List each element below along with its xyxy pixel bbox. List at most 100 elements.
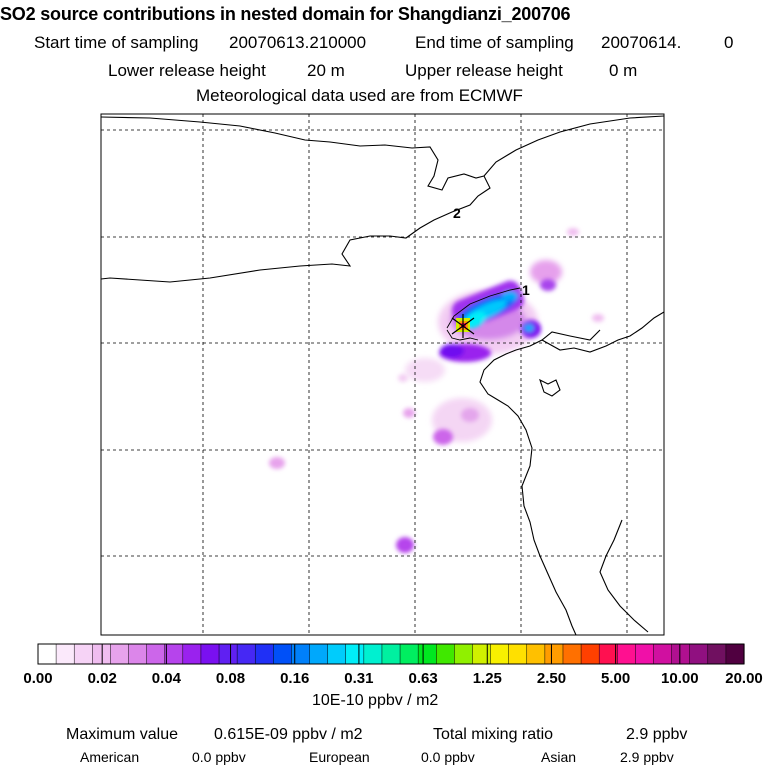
colorbar-tick-label: 0.02 xyxy=(87,670,117,687)
blob-northeast xyxy=(567,228,579,236)
coastline-islet xyxy=(539,378,561,397)
colorbar-tick-label: 0.04 xyxy=(151,670,181,687)
colorbar-cell xyxy=(255,644,274,664)
colorbar-tick-label: 0.63 xyxy=(408,670,438,687)
lower-release-value: 20 m xyxy=(307,61,345,80)
colorbar-cell xyxy=(689,644,709,664)
colorbar-cell xyxy=(707,644,727,664)
meteorological-note: Meteorological data used are from ECMWF xyxy=(196,86,523,105)
end-time-suffix: 0 xyxy=(724,33,734,52)
end-time-value: 20070614. xyxy=(601,33,682,52)
colorbar-tick-label: 1.25 xyxy=(472,670,502,687)
colorbar-cell xyxy=(418,644,437,664)
contour-1-tail xyxy=(446,329,479,341)
colorbar-cell xyxy=(400,644,419,664)
coastline-north xyxy=(101,116,491,283)
lat-lon-grid xyxy=(101,114,664,635)
colorbar-cell xyxy=(345,644,365,664)
colorbar-tick-label: 0.08 xyxy=(215,670,246,687)
blob-south-1 xyxy=(433,429,453,445)
colorbar-cell xyxy=(128,644,148,664)
total-mixing-label: Total mixing ratio xyxy=(433,726,554,743)
colorbar-cell xyxy=(599,644,618,664)
colorbar-cell xyxy=(273,644,293,664)
european-value: 0.0 ppbv xyxy=(421,749,475,765)
start-time-value: 20070613.210000 xyxy=(229,33,367,52)
colorbar-cell xyxy=(219,644,238,664)
colorbar-cell xyxy=(581,644,600,664)
colorbar-tick-label: 0.00 xyxy=(23,670,53,687)
lower-release-label: Lower release height xyxy=(108,61,266,80)
plume-lower-violet-2 xyxy=(440,344,464,358)
coastline-bay xyxy=(483,115,664,177)
start-time-label: Start time of sampling xyxy=(34,33,199,52)
colorbar-frame xyxy=(37,643,745,665)
european-label: European xyxy=(309,749,370,765)
plume-pink-ne xyxy=(530,260,562,284)
colorbar-cell xyxy=(490,644,510,664)
american-value: 0.0 ppbv xyxy=(192,749,246,765)
blob-south-3 xyxy=(403,408,415,418)
colorbar-cell xyxy=(200,644,220,664)
colorbar-cell xyxy=(526,644,546,664)
coastline-eastern xyxy=(599,519,649,633)
upper-release-value: 0 m xyxy=(609,61,638,80)
colorbar-units: 10E-10 ppbv / m2 xyxy=(312,692,439,709)
colorbar-cell xyxy=(327,644,347,664)
colorbar-cells xyxy=(38,644,745,664)
asian-label: Asian xyxy=(541,749,577,765)
colorbar-cell xyxy=(454,644,474,664)
blob-far-south xyxy=(396,537,414,553)
colorbar-tick-label: 20.00 xyxy=(725,670,763,687)
colorbar-cell xyxy=(635,644,655,664)
colorbar-tick-label: 10.00 xyxy=(661,670,699,687)
colorbar-cell xyxy=(472,644,492,664)
colorbar-cell xyxy=(56,644,75,664)
colorbar-cell xyxy=(146,644,166,664)
map-frame xyxy=(100,113,665,636)
colorbar-cell xyxy=(617,644,636,664)
colorbar-cell xyxy=(237,644,256,664)
colorbar-cell xyxy=(74,644,93,664)
coastlines xyxy=(101,115,664,635)
asian-value: 2.9 ppbv xyxy=(620,749,674,765)
colorbar-cell xyxy=(309,644,329,664)
colorbar-cell xyxy=(653,644,673,664)
contour-label-2: 2 xyxy=(453,205,461,221)
colorbar-major-dividers xyxy=(101,644,681,664)
colorbar-cell xyxy=(38,644,57,664)
american-label: American xyxy=(80,749,140,765)
colorbar-cell xyxy=(508,644,528,664)
end-time-label: End time of sampling xyxy=(415,33,574,52)
colorbar-cell xyxy=(381,644,401,664)
colorbar-cell xyxy=(110,644,130,664)
blob-southwest xyxy=(269,457,285,469)
colorbar-tick-label: 5.00 xyxy=(600,670,631,687)
colorbar-cell xyxy=(164,644,184,664)
plume-ne-violet xyxy=(540,279,556,291)
total-mixing-value: 2.9 ppbv xyxy=(626,726,688,743)
plume-east-cap xyxy=(502,291,518,301)
plume-faint-pink-west xyxy=(405,358,445,382)
colorbar-cell xyxy=(436,644,455,664)
blob-east xyxy=(592,314,604,322)
blob-west xyxy=(398,374,408,382)
colorbar-cell xyxy=(363,644,383,664)
max-value: 0.615E-09 ppbv / m2 xyxy=(214,726,363,743)
colorbar-cell xyxy=(291,644,311,664)
colorbar-cell xyxy=(92,644,112,664)
colorbar-cell xyxy=(562,644,582,664)
colorbar-tick-label: 0.31 xyxy=(344,670,374,687)
chart-title: SO2 source contributions in nested domai… xyxy=(0,4,571,24)
upper-release-label: Upper release height xyxy=(405,61,563,80)
colorbar-tick-label: 0.16 xyxy=(280,670,310,687)
colorbar-tick-label: 2.50 xyxy=(536,670,567,687)
colorbar-cell xyxy=(725,644,745,664)
colorbar-cell xyxy=(671,644,691,664)
blob-south-2 xyxy=(461,408,479,422)
contour-label-1: 1 xyxy=(522,282,530,298)
colorbar-cell xyxy=(544,644,564,664)
colorbar-cell xyxy=(182,644,202,664)
